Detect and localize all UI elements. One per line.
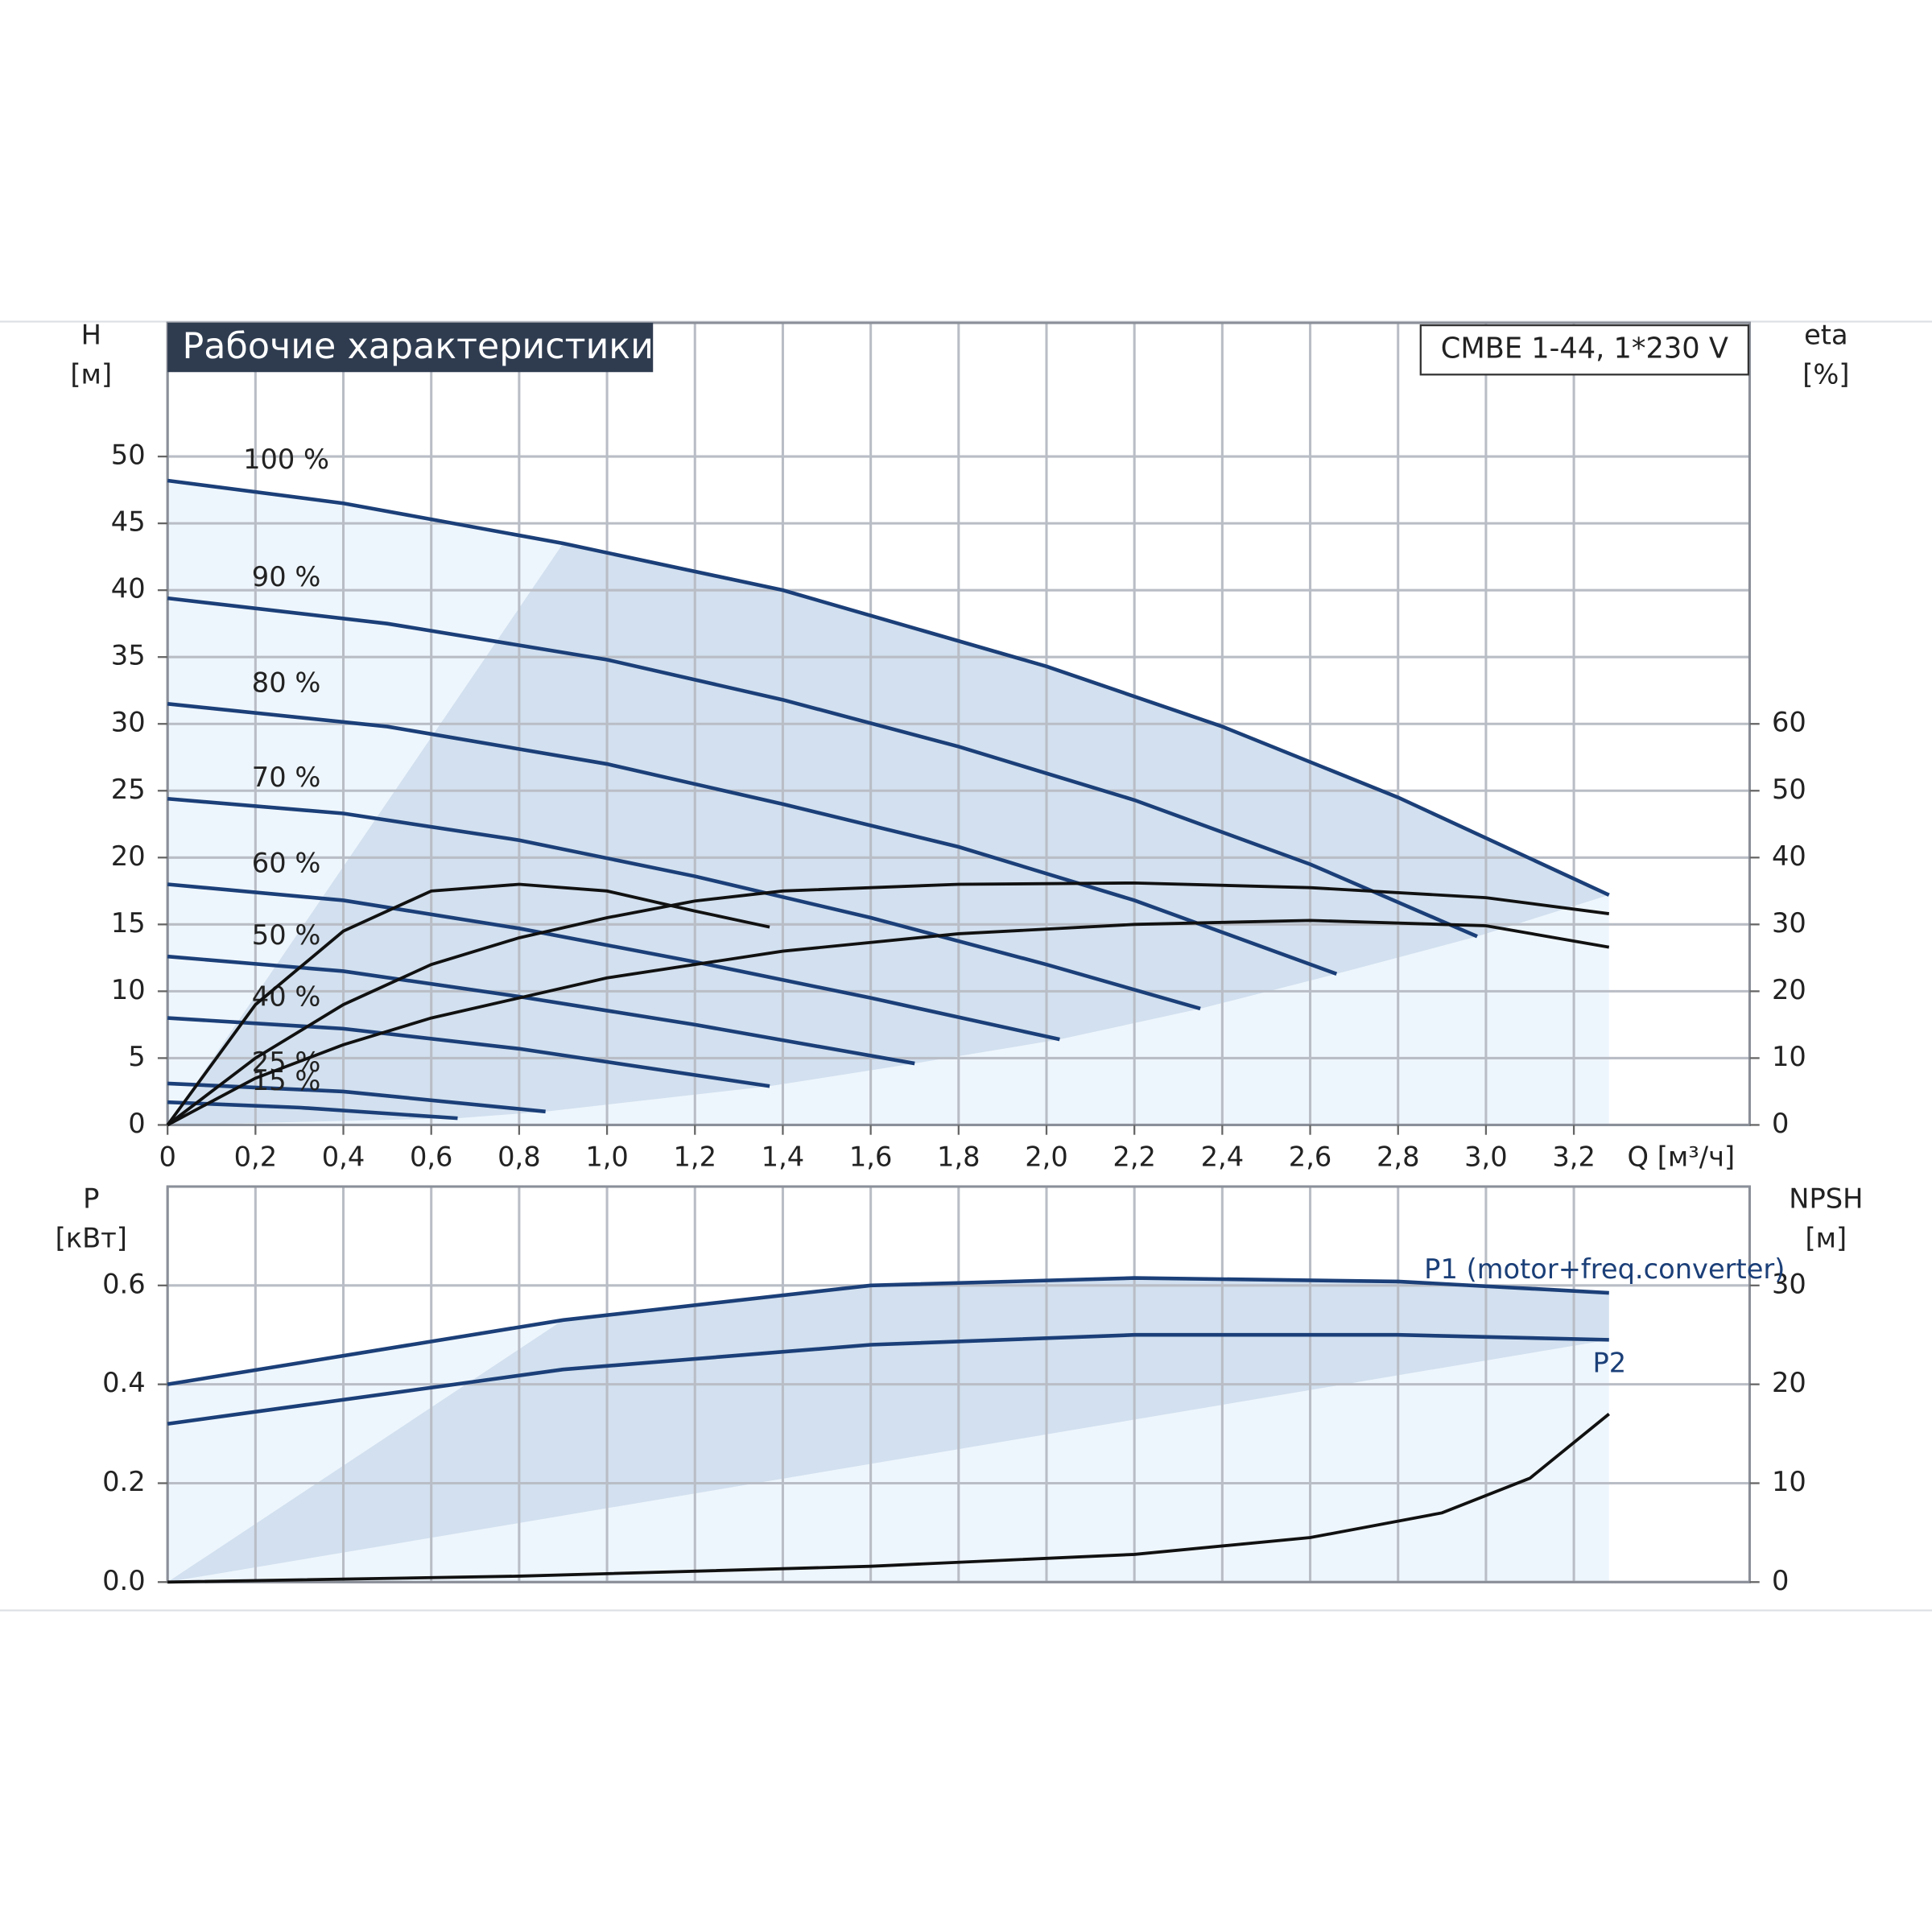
y2-tick-label: 20 — [1772, 974, 1806, 1005]
y-tick-label: 35 — [111, 640, 146, 671]
x-tick-label: 1,2 — [673, 1141, 716, 1172]
curve — [167, 1100, 458, 1121]
y-tick-label: 20 — [111, 840, 146, 872]
annotation: CMBE 1-44, 1*230 V — [1441, 332, 1728, 365]
range-area — [167, 1278, 1609, 1583]
y2-tick-label: 30 — [1772, 907, 1806, 939]
x-tick-label: 2,8 — [1377, 1141, 1420, 1172]
curve-label: 90 % — [252, 561, 321, 592]
curve — [167, 796, 1201, 1011]
y2-tick-label: 60 — [1772, 707, 1806, 738]
y2-axis-unit: [%] — [1802, 358, 1849, 390]
y2-axis-unit: [м] — [1806, 1222, 1847, 1253]
y-tick-label: 25 — [111, 774, 146, 805]
curve-label: 70 % — [252, 762, 321, 793]
x-tick-label: 0,2 — [234, 1141, 278, 1172]
x-tick-label: 2,0 — [1025, 1141, 1068, 1172]
y-tick-label: 5 — [128, 1041, 145, 1072]
curve — [167, 1332, 1609, 1426]
curve — [167, 1081, 546, 1114]
y2-axis-label: eta — [1804, 319, 1848, 350]
y2-tick-label: 10 — [1772, 1041, 1806, 1072]
curve-label: 40 % — [252, 981, 321, 1013]
y-tick-label: 30 — [111, 707, 146, 738]
range-area — [167, 543, 1609, 1125]
y-axis-label: P — [83, 1183, 99, 1214]
y2-tick-label: 10 — [1772, 1466, 1806, 1497]
secondary-curve — [167, 1412, 1610, 1584]
title-box — [167, 323, 654, 373]
y2-tick-label: 30 — [1772, 1268, 1806, 1299]
y-tick-label: 0.6 — [102, 1268, 146, 1299]
curve — [167, 1016, 770, 1088]
secondary-curve — [167, 881, 1610, 1126]
y-tick-label: 40 — [111, 573, 146, 605]
x-tick-label: 2,2 — [1113, 1141, 1156, 1172]
secondary-curve — [166, 882, 770, 1126]
annotation-box — [1419, 324, 1750, 376]
curve-label: 80 % — [252, 667, 321, 698]
y2-tick-label: 40 — [1772, 840, 1806, 872]
y-tick-label: 50 — [111, 440, 146, 471]
x-tick-label: 1,6 — [849, 1141, 893, 1172]
curve-label: 60 % — [252, 848, 321, 879]
y-tick-label: 15 — [111, 907, 146, 939]
x-tick-label: 1,4 — [762, 1141, 805, 1172]
y2-tick-label: 50 — [1772, 774, 1806, 805]
x-tick-label: 3,2 — [1552, 1141, 1596, 1172]
y-tick-label: 0.4 — [102, 1367, 146, 1398]
curve — [167, 882, 1060, 1042]
curve — [167, 596, 1478, 939]
curve-label: 15 % — [252, 1065, 321, 1096]
y-axis-unit: [м] — [70, 358, 112, 390]
x-tick-label: 1,0 — [585, 1141, 629, 1172]
y2-tick-label: 0 — [1772, 1565, 1789, 1596]
curve-label: 50 % — [252, 919, 321, 951]
x-tick-label: 3,0 — [1464, 1141, 1508, 1172]
curve-label: P2 — [1592, 1347, 1626, 1378]
y-tick-label: 0 — [128, 1108, 145, 1139]
curve — [167, 478, 1610, 897]
x-tick-label: 1,8 — [937, 1141, 980, 1172]
x-tick-label: 0,8 — [497, 1141, 541, 1172]
y-tick-label: 0.2 — [102, 1466, 146, 1497]
secondary-curve — [167, 919, 1610, 1127]
curve-label: 100 % — [243, 444, 329, 475]
y-tick-label: 0.0 — [102, 1565, 146, 1596]
y2-tick-label: 20 — [1772, 1367, 1806, 1398]
curve-label: P1 (motor+freq.converter) — [1424, 1253, 1785, 1285]
y-tick-label: 45 — [111, 506, 146, 538]
y-axis-unit: [кВт] — [56, 1222, 127, 1253]
x-axis-label: Q [м³/ч] — [1628, 1141, 1736, 1172]
x-tick-label: 0 — [159, 1141, 175, 1172]
y2-tick-label: 0 — [1772, 1108, 1789, 1139]
y2-axis-label: NPSH — [1789, 1183, 1863, 1214]
chart-title: Рабочие характеристики — [183, 326, 654, 367]
x-tick-label: 0,6 — [410, 1141, 453, 1172]
x-tick-label: 2,4 — [1201, 1141, 1245, 1172]
curve — [167, 702, 1338, 976]
x-tick-label: 0,4 — [322, 1141, 365, 1172]
y-tick-label: 10 — [111, 974, 146, 1005]
curve — [167, 1276, 1609, 1386]
y-axis-label: H — [81, 319, 101, 350]
x-tick-label: 2,6 — [1289, 1141, 1332, 1172]
